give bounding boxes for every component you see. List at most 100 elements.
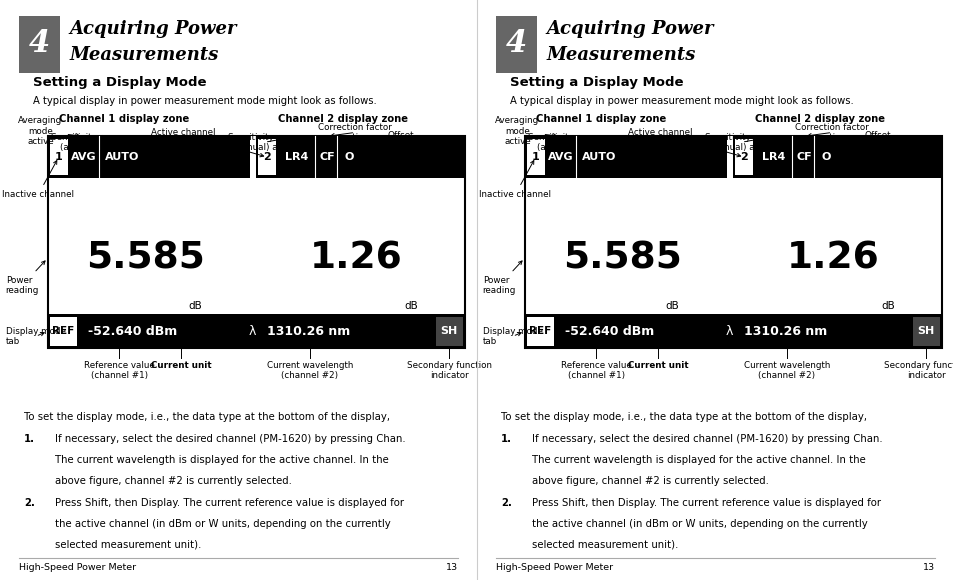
Text: Current wavelength
(channel #2): Current wavelength (channel #2)	[267, 361, 353, 380]
Text: If necessary, select the desired channel (PM-1620) by pressing Chan.: If necessary, select the desired channel…	[55, 434, 405, 444]
Text: Reference value
(channel #1): Reference value (channel #1)	[84, 361, 154, 380]
Text: SH: SH	[439, 326, 457, 336]
Text: Acquiring Power: Acquiring Power	[69, 20, 236, 38]
Text: Measurements: Measurements	[545, 46, 695, 64]
Text: Averaging
mode
active: Averaging mode active	[18, 117, 79, 146]
Text: Inactive channel: Inactive channel	[2, 161, 74, 199]
Text: CF: CF	[319, 152, 335, 162]
Bar	[256, 136, 464, 178]
Text: Display mode
tab: Display mode tab	[482, 327, 542, 346]
Bar	[48, 136, 250, 178]
Text: AUTO: AUTO	[104, 152, 139, 162]
Text: AVG: AVG	[547, 152, 573, 162]
Text: Correction factor
active: Correction factor active	[795, 123, 868, 142]
Text: selected measurement unit).: selected measurement unit).	[55, 539, 201, 549]
Bar	[526, 139, 544, 175]
Text: Offset
indicator: Offset indicator	[353, 132, 419, 151]
Text: -52.640 dBm: -52.640 dBm	[88, 325, 177, 338]
Bar	[48, 314, 464, 348]
Text: If necessary, select the desired channel (PM-1620) by pressing Chan.: If necessary, select the desired channel…	[531, 434, 882, 444]
Text: LR4: LR4	[285, 152, 309, 162]
Text: λ: λ	[249, 325, 256, 338]
Text: Active channel: Active channel	[152, 128, 263, 157]
Bar	[50, 139, 68, 175]
Text: Sensitivity range
(auto) active: Sensitivity range (auto) active	[528, 133, 601, 152]
Bar	[733, 136, 941, 178]
Bar	[524, 136, 941, 348]
Text: Channel 2 display zone: Channel 2 display zone	[278, 114, 408, 124]
Text: To set the display mode, i.e., the data type at the bottom of the display,: To set the display mode, i.e., the data …	[500, 412, 866, 422]
Text: CF: CF	[796, 152, 811, 162]
Bar	[735, 139, 753, 175]
Text: the active channel (in dBm or W units, depending on the currently: the active channel (in dBm or W units, d…	[55, 519, 390, 528]
Text: Reference value
(channel #1): Reference value (channel #1)	[560, 361, 631, 380]
Text: Acquiring Power: Acquiring Power	[545, 20, 713, 38]
Text: 2: 2	[263, 152, 271, 162]
Text: The current wavelength is displayed for the active channel. In the: The current wavelength is displayed for …	[531, 455, 864, 465]
Text: 1: 1	[54, 152, 63, 162]
Text: dB: dB	[665, 301, 679, 311]
Text: High-Speed Power Meter: High-Speed Power Meter	[19, 563, 136, 572]
Text: Secondary function
indicator: Secondary function indicator	[882, 361, 953, 380]
Text: 1310.26 nm: 1310.26 nm	[743, 325, 826, 338]
Text: Secondary function
indicator: Secondary function indicator	[406, 361, 492, 380]
Text: above figure, channel #2 is currently selected.: above figure, channel #2 is currently se…	[531, 476, 768, 485]
Text: Active channel: Active channel	[628, 128, 740, 157]
Text: AVG: AVG	[71, 152, 96, 162]
Bar	[250, 136, 256, 178]
Text: A typical display in power measurement mode might look as follows.: A typical display in power measurement m…	[33, 96, 376, 107]
Text: 4: 4	[505, 28, 526, 59]
Text: The current wavelength is displayed for the active channel. In the: The current wavelength is displayed for …	[55, 455, 388, 465]
Text: 13: 13	[445, 563, 457, 572]
Text: Correction factor
active: Correction factor active	[318, 123, 392, 142]
Text: 13: 13	[922, 563, 934, 572]
Text: SH: SH	[916, 326, 934, 336]
Bar	[526, 317, 554, 346]
Text: Display mode
tab: Display mode tab	[6, 327, 66, 346]
Bar	[435, 317, 462, 346]
Text: Power
reading: Power reading	[6, 261, 45, 295]
Text: Channel 2 display zone: Channel 2 display zone	[755, 114, 884, 124]
Text: Current unit: Current unit	[151, 361, 212, 370]
Text: Averaging
mode
active: Averaging mode active	[495, 117, 556, 146]
Text: above figure, channel #2 is currently selected.: above figure, channel #2 is currently se…	[55, 476, 292, 485]
Text: O: O	[821, 152, 830, 162]
Text: Channel 1 display zone: Channel 1 display zone	[59, 114, 189, 124]
Text: Sensitivity range
(manual) active: Sensitivity range (manual) active	[228, 133, 301, 152]
Bar	[50, 317, 77, 346]
Bar	[524, 136, 726, 178]
Bar	[524, 314, 941, 348]
Bar	[911, 317, 939, 346]
Bar	[496, 16, 536, 72]
Text: Measurements: Measurements	[69, 46, 218, 64]
Text: dB: dB	[403, 301, 417, 311]
Text: REF: REF	[52, 326, 74, 336]
Text: Current unit: Current unit	[627, 361, 688, 370]
Text: dB: dB	[880, 301, 894, 311]
Text: 4: 4	[29, 28, 50, 59]
Text: Press Shift, then Display. The current reference value is displayed for: Press Shift, then Display. The current r…	[55, 498, 403, 508]
Text: -52.640 dBm: -52.640 dBm	[564, 325, 654, 338]
Text: λ: λ	[725, 325, 733, 338]
Text: 5.585: 5.585	[86, 240, 205, 276]
Text: 2: 2	[740, 152, 747, 162]
Text: Press Shift, then Display. The current reference value is displayed for: Press Shift, then Display. The current r…	[531, 498, 880, 508]
Text: To set the display mode, i.e., the data type at the bottom of the display,: To set the display mode, i.e., the data …	[24, 412, 390, 422]
Text: LR4: LR4	[761, 152, 785, 162]
Text: dB: dB	[189, 301, 202, 311]
Text: 1.: 1.	[500, 434, 512, 444]
Text: A typical display in power measurement mode might look as follows.: A typical display in power measurement m…	[510, 96, 853, 107]
Text: selected measurement unit).: selected measurement unit).	[531, 539, 678, 549]
Text: 1310.26 nm: 1310.26 nm	[267, 325, 350, 338]
Text: Inactive channel: Inactive channel	[478, 161, 551, 199]
Text: O: O	[344, 152, 354, 162]
Text: Sensitivity range
(auto) active: Sensitivity range (auto) active	[51, 133, 125, 152]
Text: 1.26: 1.26	[786, 240, 879, 276]
Text: Power
reading: Power reading	[482, 261, 521, 295]
Text: 2.: 2.	[500, 498, 511, 508]
Bar	[19, 16, 59, 72]
Text: 5.585: 5.585	[562, 240, 681, 276]
Text: 2.: 2.	[24, 498, 34, 508]
Text: the active channel (in dBm or W units, depending on the currently: the active channel (in dBm or W units, d…	[531, 519, 866, 528]
Text: Channel 1 display zone: Channel 1 display zone	[536, 114, 665, 124]
